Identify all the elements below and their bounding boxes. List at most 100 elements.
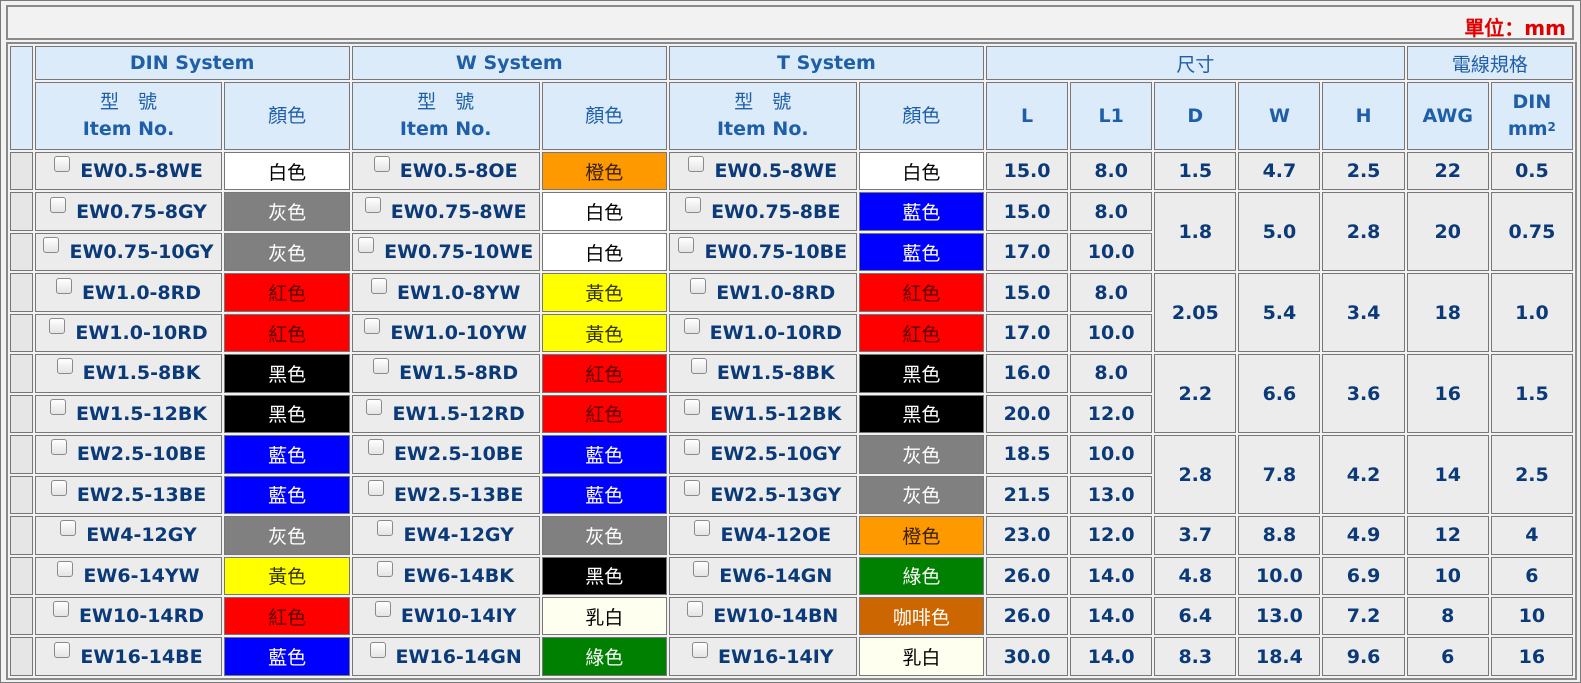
w-item-cell: EW2.5-10BE (351, 435, 540, 474)
select-checkbox[interactable] (367, 479, 384, 496)
dim-L: 30.0 (985, 637, 1069, 676)
w-color-cell: 藍色 (541, 475, 667, 515)
select-checkbox[interactable] (369, 641, 386, 658)
din-item-cell: EW2.5-13BE (34, 475, 223, 515)
select-checkbox[interactable] (54, 156, 71, 173)
dim-L1: 12.0 (1070, 394, 1153, 434)
table-row: EW1.0-10RD 紅色 EW1.0-10YW 黃色 EW1.0-10RD 紅色 17.0… (10, 313, 1573, 353)
item-number: EW2.5-13BE (393, 483, 524, 506)
table-row: EW1.0-8RD 紅色 EW1.0-8YW 黃色 EW1.0-8RD 紅色 15.0 8.0… (10, 273, 1573, 353)
select-checkbox[interactable] (377, 520, 394, 537)
dim-W: 4.7 (1238, 152, 1321, 191)
row-gutter (10, 152, 33, 191)
dim-W: 13.0 (1238, 596, 1321, 636)
select-checkbox[interactable] (373, 156, 390, 173)
t-item-cell: EW0.75-10BE (668, 232, 857, 272)
item-number: EW0.75-8WE (390, 200, 527, 223)
din-color-cell: 灰色 (224, 192, 350, 231)
item-number: EW1.0-8RD (81, 281, 202, 304)
t-item-cell: EW0.75-8BE (668, 192, 857, 231)
dim-H: 4.9 (1322, 516, 1405, 555)
item-number: EW2.5-10BE (393, 443, 524, 466)
header-din-item-no: 型 號 Item No. (34, 82, 223, 150)
select-checkbox[interactable] (370, 277, 387, 294)
w-color-cell: 紅色 (541, 394, 667, 434)
select-checkbox[interactable] (367, 439, 384, 456)
select-checkbox[interactable] (377, 560, 394, 577)
dim-D: 1.8 (1154, 192, 1237, 272)
select-checkbox[interactable] (55, 277, 72, 294)
table-row: EW2.5-13BE 藍色 EW2.5-13BE 藍色 EW2.5-13GY 灰色 21.5… (10, 475, 1573, 515)
select-checkbox[interactable] (684, 439, 701, 456)
item-number: EW0.75-10WE (384, 241, 534, 264)
select-checkbox[interactable] (56, 358, 73, 375)
select-checkbox[interactable] (373, 358, 390, 375)
select-checkbox[interactable] (374, 601, 391, 618)
dim-L1: 12.0 (1070, 516, 1153, 555)
item-number: EW0.5-8WE (80, 160, 203, 183)
t-color-cell: 紅色 (858, 273, 984, 312)
select-checkbox[interactable] (43, 237, 60, 254)
item-number: EW1.5-8BK (716, 362, 835, 385)
dim-H: 9.6 (1322, 637, 1405, 676)
dim-L: 17.0 (985, 232, 1069, 272)
dim-L1: 8.0 (1070, 273, 1153, 312)
dim-W: 5.0 (1238, 192, 1321, 272)
select-checkbox[interactable] (693, 560, 710, 577)
dim-D: 3.7 (1154, 516, 1237, 555)
din-color-cell: 灰色 (224, 232, 350, 272)
dim-D: 4.8 (1154, 556, 1237, 595)
select-checkbox[interactable] (50, 196, 67, 213)
t-color-cell: 橙色 (858, 516, 984, 555)
din-item-cell: EW6-14YW (34, 556, 223, 595)
select-checkbox[interactable] (685, 196, 702, 213)
select-checkbox[interactable] (683, 318, 700, 335)
select-checkbox[interactable] (694, 520, 711, 537)
select-checkbox[interactable] (678, 237, 695, 254)
select-checkbox[interactable] (49, 398, 66, 415)
item-number: EW1.0-10RD (709, 322, 842, 345)
select-checkbox[interactable] (358, 237, 375, 254)
dim-D: 2.2 (1154, 354, 1237, 434)
header-L1: L1 (1070, 82, 1153, 150)
select-checkbox[interactable] (687, 601, 704, 618)
select-checkbox[interactable] (52, 601, 69, 618)
select-checkbox[interactable] (684, 479, 701, 496)
dim-DIN: 4 (1490, 516, 1573, 555)
t-item-cell: EW1.0-10RD (668, 313, 857, 353)
item-number: EW0.75-8BE (711, 200, 841, 223)
dim-AWG: 10 (1406, 556, 1489, 595)
item-number: EW0.75-8GY (76, 200, 207, 223)
select-checkbox[interactable] (54, 641, 71, 658)
select-checkbox[interactable] (49, 318, 66, 335)
select-checkbox[interactable] (50, 479, 67, 496)
dim-H: 4.2 (1322, 435, 1405, 515)
item-number: EW6-14BK (403, 564, 514, 587)
select-checkbox[interactable] (688, 156, 705, 173)
select-checkbox[interactable] (364, 318, 381, 335)
w-item-cell: EW1.5-8RD (351, 354, 540, 393)
select-checkbox[interactable] (50, 439, 67, 456)
t-color-cell: 藍色 (858, 192, 984, 231)
dim-AWG: 18 (1406, 273, 1489, 353)
select-checkbox[interactable] (684, 398, 701, 415)
dim-L1: 10.0 (1070, 232, 1153, 272)
item-number: EW0.75-10GY (69, 241, 214, 264)
t-item-cell: EW2.5-13GY (668, 475, 857, 515)
select-checkbox[interactable] (690, 277, 707, 294)
item-number: EW0.75-10BE (704, 241, 848, 264)
select-checkbox[interactable] (364, 196, 381, 213)
select-checkbox[interactable] (692, 641, 709, 658)
header-AWG: AWG (1406, 82, 1489, 150)
row-gutter (10, 637, 33, 676)
header-DIN-mm2: DIN mm2 (1490, 82, 1573, 150)
select-checkbox[interactable] (57, 560, 74, 577)
select-checkbox[interactable] (690, 358, 707, 375)
dim-L1: 10.0 (1070, 313, 1153, 353)
select-checkbox[interactable] (366, 398, 383, 415)
item-number: EW2.5-10GY (710, 443, 842, 466)
dim-D: 8.3 (1154, 637, 1237, 676)
select-checkbox[interactable] (60, 520, 77, 537)
din-color-cell: 藍色 (224, 637, 350, 676)
table-row: EW0.75-8GY 灰色 EW0.75-8WE 白色 EW0.75-8BE 藍色 15.0… (10, 192, 1573, 272)
